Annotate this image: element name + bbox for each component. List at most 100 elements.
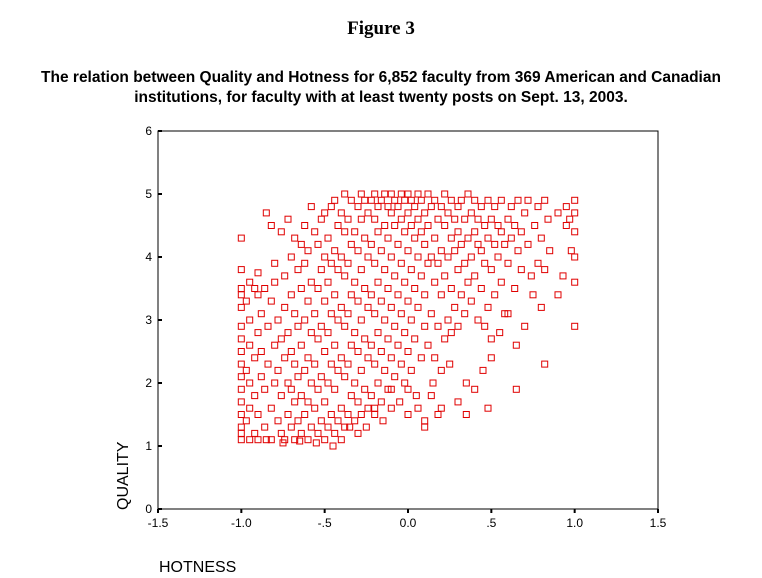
data-point (401, 278, 409, 286)
data-point (421, 322, 429, 330)
data-point (371, 404, 379, 412)
data-point (237, 423, 245, 431)
data-point (237, 436, 245, 444)
data-point (457, 240, 465, 248)
y-axis-ticks: 0 1 2 3 4 5 6 (145, 124, 162, 516)
data-point (324, 379, 332, 387)
data-point (474, 215, 482, 223)
data-point (246, 379, 254, 387)
data-point (387, 253, 395, 261)
data-point (401, 196, 409, 204)
data-point (267, 297, 275, 305)
data-point (304, 297, 312, 305)
y-axis-title: QUALITY (115, 441, 132, 510)
data-point (471, 196, 479, 204)
data-point (334, 316, 342, 324)
data-point (354, 429, 362, 437)
data-point (347, 291, 355, 299)
data-point (367, 341, 375, 349)
data-point (434, 322, 442, 330)
data-points (237, 190, 579, 450)
data-point (462, 379, 470, 387)
data-point (461, 259, 469, 267)
data-point (284, 215, 292, 223)
data-point (374, 379, 382, 387)
data-point (321, 253, 329, 261)
data-point (362, 423, 370, 431)
data-point (387, 190, 395, 198)
data-point (429, 379, 437, 387)
data-point (434, 215, 442, 223)
y-tick-label: 1 (145, 439, 152, 453)
data-point (467, 253, 475, 261)
data-point (314, 285, 322, 292)
data-point (391, 196, 399, 204)
x-axis-title: HOTNESS (159, 559, 236, 576)
data-point (264, 322, 272, 330)
data-point (417, 228, 425, 236)
data-point (354, 247, 362, 255)
data-point (471, 385, 479, 393)
data-point (317, 322, 325, 330)
data-point (431, 278, 439, 286)
data-point (237, 429, 245, 437)
data-point (364, 209, 372, 217)
data-point (394, 240, 402, 248)
data-point (301, 316, 309, 324)
data-point (321, 209, 329, 217)
data-point (301, 222, 309, 229)
data-point (346, 423, 354, 431)
data-point (317, 215, 325, 223)
data-point (444, 253, 452, 261)
data-point (314, 385, 322, 393)
data-point (444, 316, 452, 324)
data-point (267, 436, 275, 444)
data-point (304, 354, 312, 362)
data-point (261, 423, 269, 431)
data-point (271, 341, 279, 349)
y-tick-label: 0 (145, 502, 152, 516)
data-point (377, 196, 385, 204)
data-point (237, 360, 245, 368)
data-point (407, 366, 415, 374)
data-point (451, 215, 459, 223)
data-point (424, 341, 432, 349)
data-point (514, 247, 522, 255)
data-point (294, 266, 302, 274)
data-point (262, 436, 270, 444)
data-point (381, 222, 389, 229)
data-point (381, 266, 389, 274)
y-tick-label: 6 (145, 124, 152, 138)
data-point (517, 266, 525, 274)
data-point (381, 190, 389, 198)
data-point (381, 316, 389, 324)
data-point (424, 259, 432, 267)
data-point (341, 373, 349, 381)
y-tick-label: 3 (145, 313, 152, 327)
data-point (361, 385, 369, 393)
data-point (384, 285, 392, 292)
data-point (461, 215, 469, 223)
data-point (487, 354, 495, 362)
data-point (341, 322, 349, 330)
y-tick-label: 2 (145, 376, 152, 390)
data-point (562, 222, 570, 229)
data-point (331, 196, 339, 204)
data-point (484, 303, 492, 311)
data-point (307, 329, 315, 337)
data-point (464, 278, 472, 286)
data-point (567, 247, 575, 255)
data-point (291, 234, 299, 242)
data-point (267, 404, 275, 412)
data-point (454, 322, 462, 330)
data-point (344, 411, 352, 418)
data-point (331, 429, 339, 437)
data-point (354, 203, 362, 211)
data-point (311, 404, 319, 412)
data-point (277, 392, 285, 400)
y-tick-label: 5 (145, 187, 152, 201)
data-point (321, 348, 329, 355)
data-point (531, 222, 539, 229)
data-point (257, 348, 265, 355)
data-point (537, 303, 545, 311)
